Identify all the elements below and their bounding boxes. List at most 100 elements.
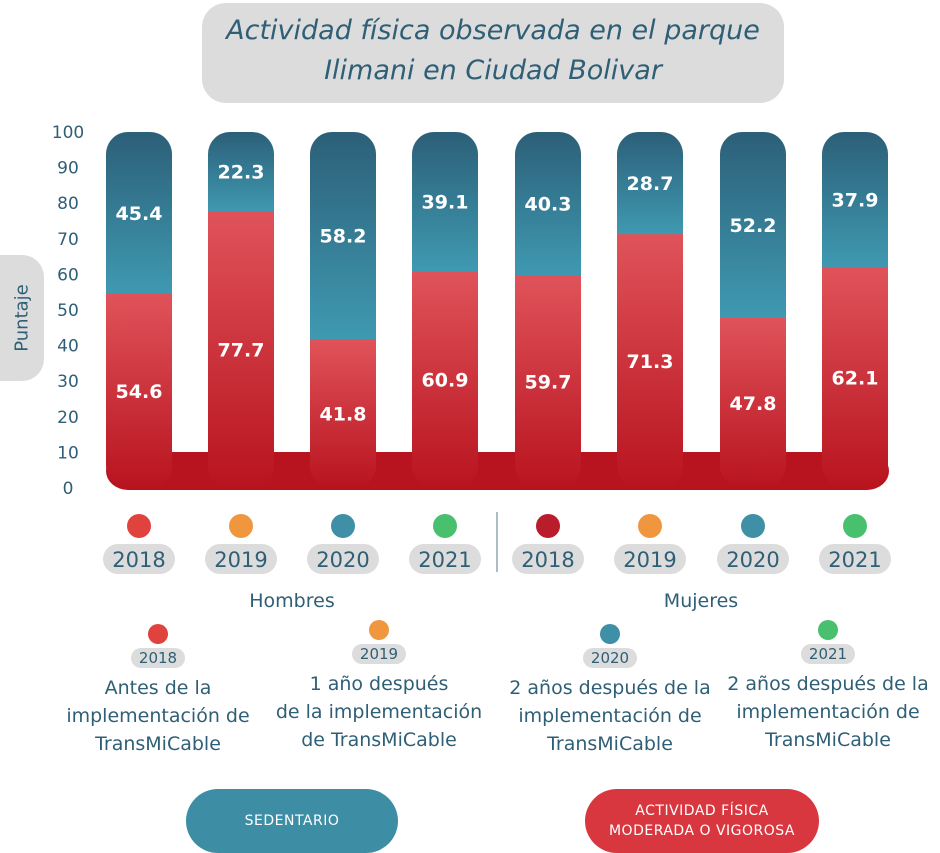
y-tick-label: 50	[57, 301, 79, 321]
category-label: 2019	[623, 548, 676, 572]
bar-sedentary	[106, 132, 172, 296]
category-label: 2018	[521, 548, 574, 572]
category-label: 2021	[418, 548, 471, 572]
category-pill	[409, 544, 481, 574]
data-label-active: 71.3	[627, 351, 674, 373]
bar-sedentary	[310, 132, 376, 342]
category-dot	[741, 514, 765, 538]
data-label-active: 47.8	[730, 393, 777, 415]
category-label: 2019	[214, 548, 267, 572]
legend-desc-2020: 2 años después de la implementación de T…	[509, 677, 711, 755]
category-dot	[843, 514, 867, 538]
y-tick-label: 80	[57, 194, 79, 214]
base-band	[106, 452, 889, 490]
stacked-bar-chart: 0 10 20 30 40 50 60 70 80 90 100 45.4 54.6 2018 22.3 77…	[52, 123, 891, 574]
category-label: 2020	[316, 548, 369, 572]
chart-title-line-1: Actividad física observada en el parque	[226, 15, 760, 46]
bar-active	[310, 339, 376, 488]
bar-group	[515, 132, 581, 488]
data-label-sedentary: 58.2	[320, 226, 367, 248]
bar-group	[720, 132, 786, 488]
category-pill	[819, 544, 891, 574]
legend-item-2020: 2020 2 años después de la implementación…	[500, 624, 720, 758]
bar-sedentary	[412, 132, 478, 274]
legend-dot-2018	[148, 624, 168, 644]
category-pill	[717, 544, 789, 574]
category-pill	[512, 544, 584, 574]
bar-sedentary	[515, 132, 581, 278]
legend-item-2018: 2018 Antes de la implementación de Trans…	[48, 624, 268, 758]
data-label-active: 59.7	[525, 372, 572, 394]
data-label-sedentary: 40.3	[525, 194, 572, 216]
legend-dot-2021	[818, 620, 838, 640]
legend-desc-2018: Antes de la implementación de TransMiCab…	[66, 677, 250, 755]
y-axis-label-pill: Puntaje	[0, 255, 44, 381]
data-label-sedentary: 37.9	[832, 189, 879, 211]
bar-sedentary	[720, 132, 786, 320]
category-label: 2021	[828, 548, 881, 572]
bar-active	[617, 234, 683, 488]
chart-title-line-2: Ilimani en Ciudad Bolivar	[324, 55, 662, 86]
legend-year-2021: 2021	[800, 644, 856, 664]
bar-active	[412, 271, 478, 488]
legend-desc-2019: 1 año después de la implementación de Tr…	[275, 673, 483, 751]
bar-group	[617, 132, 683, 488]
category-dot	[127, 514, 151, 538]
sedentary-legend-button[interactable]: SEDENTARIO	[186, 789, 398, 853]
data-label-sedentary: 28.7	[627, 173, 674, 195]
category-pill	[307, 544, 379, 574]
legend-item-2021: 2021 2 años después de la implementación…	[718, 620, 938, 754]
data-label-sedentary: 39.1	[422, 192, 469, 214]
y-tick-label: 0	[63, 479, 74, 499]
bar-active	[515, 275, 581, 488]
chart-title-box: Actividad física observada en el parque …	[202, 3, 784, 103]
category-pill	[205, 544, 277, 574]
y-tick-label: 30	[57, 372, 79, 392]
y-tick-label: 60	[57, 265, 79, 285]
data-label-sedentary: 52.2	[730, 215, 777, 237]
data-label-sedentary: 45.4	[116, 203, 163, 225]
bar-active	[208, 211, 274, 488]
data-label-active: 54.6	[116, 381, 163, 403]
data-label-active: 62.1	[832, 367, 879, 389]
bar-group	[208, 132, 274, 488]
bar-group	[822, 132, 888, 488]
group-label-hombres: Hombres	[249, 590, 335, 612]
legend-year-2019: 2019	[351, 644, 407, 664]
data-label-active: 60.9	[422, 370, 469, 392]
bar-active	[822, 266, 888, 488]
bar-active	[106, 293, 172, 488]
legend-desc-2021: 2 años después de la implementación de T…	[727, 673, 929, 751]
bar-sedentary	[822, 132, 888, 269]
y-tick-label: 40	[57, 337, 79, 357]
y-tick-label: 10	[57, 443, 79, 463]
y-tick-label: 20	[57, 408, 79, 428]
legend-dot-2020	[600, 624, 620, 644]
bar-group	[106, 132, 172, 488]
legend-year-2018: 2018	[130, 648, 186, 668]
bar-sedentary	[617, 132, 683, 237]
bar-group	[310, 132, 376, 488]
category-dot	[229, 514, 253, 538]
category-dot	[331, 514, 355, 538]
category-dot	[433, 514, 457, 538]
bar-active	[720, 317, 786, 488]
legend-item-2019: 2019 1 año después de la implementación …	[269, 620, 489, 754]
y-tick-label: 100	[52, 123, 84, 143]
category-dot	[638, 514, 662, 538]
category-label: 2018	[112, 548, 165, 572]
data-label-active: 41.8	[320, 404, 367, 426]
y-tick-label: 90	[57, 159, 79, 179]
legend-dot-2019	[369, 620, 389, 640]
data-label-sedentary: 22.3	[218, 162, 265, 184]
bar-sedentary	[208, 132, 274, 214]
y-tick-label: 70	[57, 230, 79, 250]
category-dot	[536, 514, 560, 538]
legend-year-2020: 2020	[582, 648, 638, 668]
category-label: 2020	[726, 548, 779, 572]
group-label-mujeres: Mujeres	[663, 590, 739, 612]
active-legend-button[interactable]: ACTIVIDAD FÍSICA MODERADA O VIGOROSA	[585, 789, 819, 853]
bar-group	[412, 132, 478, 488]
data-label-active: 77.7	[218, 340, 265, 362]
category-pill	[614, 544, 686, 574]
